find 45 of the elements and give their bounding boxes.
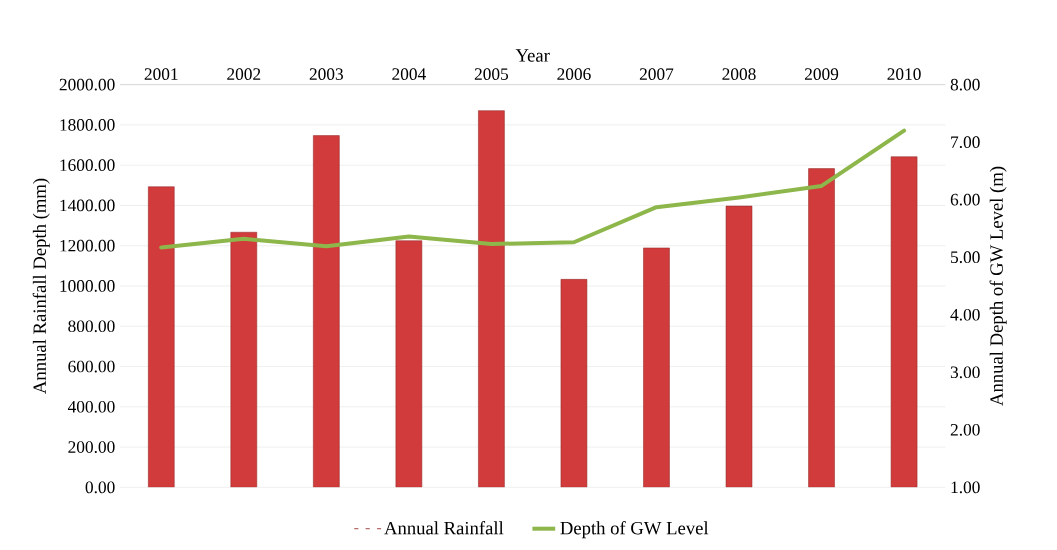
y2-axis-title: Annual Depth of GW Level (m) — [989, 166, 1007, 406]
x-tick-label: 2003 — [309, 68, 343, 80]
legend-label: Annual Rainfall — [384, 521, 504, 535]
y2-tick-label: 5.00 — [951, 251, 980, 264]
y2-tick-label: 1.00 — [951, 481, 980, 494]
y-tick-label: 1200.00 — [60, 239, 115, 252]
x-axis-title: Year — [515, 49, 550, 62]
line-series — [159, 128, 907, 250]
legend-label: Depth of GW Level — [560, 521, 709, 539]
y-tick-label: 400.00 — [67, 400, 115, 413]
x-tick-label: 2004 — [392, 68, 426, 80]
x-tick-label: 2010 — [887, 68, 921, 80]
y-tick-label: 2000.00 — [59, 78, 115, 91]
y-axis-title: Annual Rainfall Depth (mm) — [32, 178, 50, 394]
x-tick-label: 2005 — [474, 68, 509, 80]
y2-tick-label: 8.00 — [950, 78, 980, 91]
x-tick-label: 2008 — [722, 68, 756, 80]
y2-tick-label: 7.00 — [951, 136, 980, 149]
bar — [890, 156, 918, 488]
bar — [148, 186, 175, 488]
bar — [313, 135, 340, 488]
bar — [725, 205, 753, 488]
x-tick-label: 2001 — [144, 68, 178, 80]
y-tick-label: 1800.00 — [60, 119, 115, 131]
y2-tick-label: 3.00 — [950, 366, 980, 379]
x-tick-label: 2002 — [227, 68, 261, 80]
y-tick-label: 200.00 — [68, 441, 115, 453]
y2-tick-label: 2.00 — [950, 423, 980, 436]
x-tick-label: 2009 — [804, 68, 839, 80]
y2-tick-label: 4.00 — [950, 308, 980, 321]
x-tick-label: 2006 — [557, 68, 591, 80]
y-tick-label: 600.00 — [68, 360, 115, 373]
y-tick-label: 800.00 — [68, 320, 115, 333]
bar — [395, 240, 423, 488]
y-tick-label: 1000.00 — [60, 280, 115, 292]
bar — [478, 110, 505, 488]
bar — [808, 168, 835, 488]
y-tick-label: 1600.00 — [60, 159, 115, 172]
bar — [560, 279, 588, 488]
bar — [230, 231, 258, 488]
y-tick-label: 1400.00 — [60, 199, 115, 212]
y-tick-label: 0.00 — [85, 481, 115, 494]
bar — [643, 247, 670, 488]
y2-tick-label: 6.00 — [950, 193, 980, 206]
x-tick-label: 2007 — [639, 68, 674, 80]
